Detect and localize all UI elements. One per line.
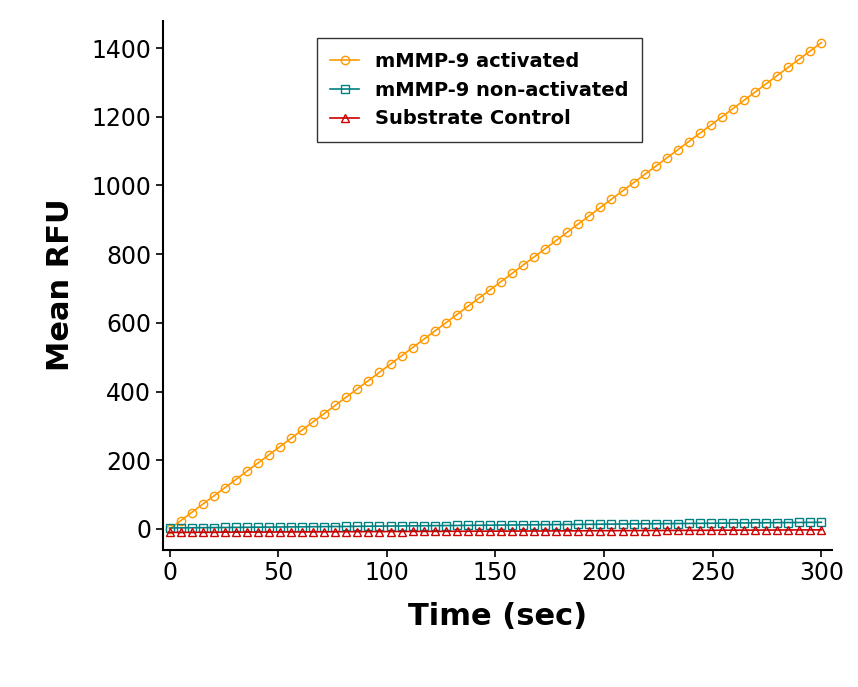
mMMP-9 non-activated <box>816 518 826 526</box>
mMMP-9 non-activated <box>330 522 341 530</box>
mMMP-9 non-activated <box>353 522 363 530</box>
Substrate Control <box>353 528 363 536</box>
mMMP-9 non-activated <box>573 520 583 528</box>
mMMP-9 activated <box>353 385 363 393</box>
mMMP-9 non-activated <box>165 523 175 532</box>
Legend: mMMP-9 activated, mMMP-9 non-activated, Substrate Control: mMMP-9 activated, mMMP-9 non-activated, … <box>317 38 642 142</box>
mMMP-9 activated <box>385 360 396 368</box>
Substrate Control <box>816 526 826 534</box>
Substrate Control <box>330 528 341 536</box>
Line: Substrate Control: Substrate Control <box>166 526 825 537</box>
mMMP-9 non-activated <box>374 522 384 530</box>
mMMP-9 activated <box>165 525 175 533</box>
Line: mMMP-9 activated: mMMP-9 activated <box>166 38 825 533</box>
X-axis label: Time (sec): Time (sec) <box>408 602 587 631</box>
Substrate Control <box>275 528 285 536</box>
Y-axis label: Mean RFU: Mean RFU <box>45 199 75 372</box>
Substrate Control <box>165 528 175 537</box>
mMMP-9 activated <box>330 401 341 409</box>
Substrate Control <box>573 527 583 535</box>
mMMP-9 non-activated <box>275 523 285 531</box>
mMMP-9 non-activated <box>385 522 396 530</box>
Line: mMMP-9 non-activated: mMMP-9 non-activated <box>166 518 825 532</box>
mMMP-9 activated <box>374 368 384 376</box>
Substrate Control <box>385 528 396 536</box>
mMMP-9 activated <box>573 220 583 228</box>
mMMP-9 activated <box>816 38 826 47</box>
Substrate Control <box>374 528 384 536</box>
mMMP-9 activated <box>275 442 285 451</box>
